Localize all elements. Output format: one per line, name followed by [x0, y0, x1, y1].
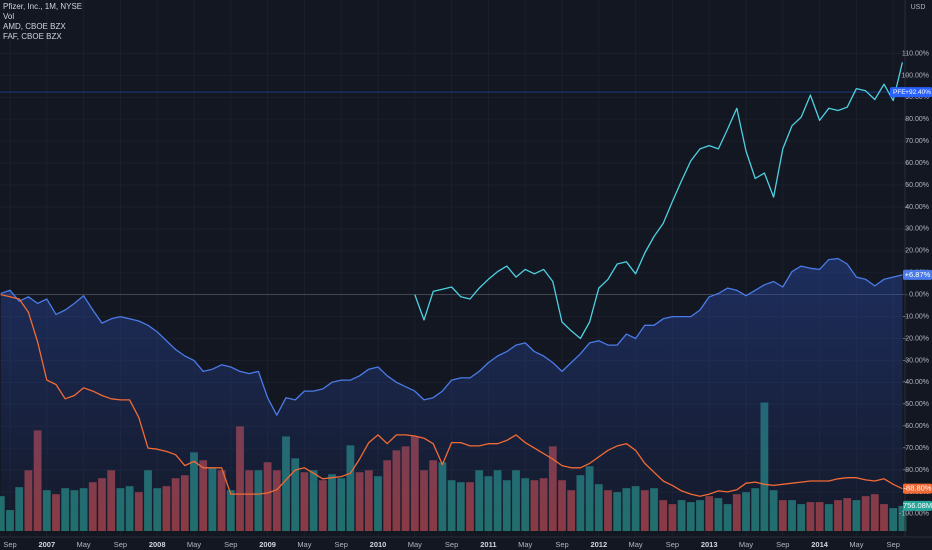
reference-tag-name: PFE [893, 89, 906, 96]
x-tick-label: 2009 [259, 540, 276, 549]
x-tick-label: Sep [114, 540, 127, 549]
x-tick-label: May [297, 540, 311, 549]
line [0, 257, 903, 416]
y-tick-label: -20.00% [903, 335, 929, 342]
y-tick-label: 50.00% [905, 182, 929, 189]
plot [0, 62, 905, 531]
y-tick-label: -40.00% [903, 379, 929, 386]
x-tick-label: May [629, 540, 643, 549]
y-tick-label: 40.00% [905, 204, 929, 211]
y-tick-label: 60.00% [905, 160, 929, 167]
x-tick-label: Sep [3, 540, 16, 549]
y-tick-label: 0.00% [909, 291, 929, 298]
y-tick-label: 80.00% [905, 116, 929, 123]
y-tick-label: 70.00% [905, 138, 929, 145]
reference-tag [890, 87, 932, 98]
price-tag [903, 483, 932, 494]
price-tag [903, 500, 932, 511]
x-tick-label: May [518, 540, 532, 549]
price-tag [903, 269, 932, 280]
y-tick-label: 110.00% [902, 50, 929, 57]
x-tick-label: Sep [776, 540, 789, 549]
reference-tag-label: +92.40% [905, 89, 931, 96]
x-tick-label: May [187, 540, 201, 549]
y-tick-label: 100.00% [901, 72, 929, 79]
legend-main: Pfizer, Inc., 1M, NYSE [3, 2, 82, 11]
x-tick-label: May [77, 540, 91, 549]
x-tick-label: Sep [887, 540, 900, 549]
y-tick-label: -30.00% [903, 357, 929, 364]
x-tick-label: 2007 [38, 540, 55, 549]
line [414, 62, 904, 340]
x-tick-label: Sep [666, 540, 679, 549]
y-tick-label: 20.00% [905, 248, 929, 255]
area [0, 258, 903, 531]
legend-compare: AMD, CBOE BZX [3, 22, 66, 31]
x-tick-label: May [408, 540, 422, 549]
y-tick-label: 30.00% [905, 226, 929, 233]
x-tick-label: 2010 [370, 540, 387, 549]
y-tick-label: -100.00% [899, 511, 929, 518]
line [0, 293, 903, 497]
currency-label: USD [911, 4, 926, 11]
y-tick-label: -50.00% [903, 401, 929, 408]
legend-compare: FAF, CBOE BZX [3, 32, 62, 41]
x-tick-label: 2014 [811, 540, 829, 549]
x-tick-label: Sep [445, 540, 458, 549]
y-tick-label: -10.00% [903, 313, 929, 320]
x-tick-label: Sep [224, 540, 237, 549]
y-tick-label: 90.00% [905, 94, 929, 101]
price-tag-label: 756.08M [903, 501, 932, 510]
y-tick-label: -80.00% [903, 467, 929, 474]
legend: Pfizer, Inc., 1M, NYSE Vol AMD, CBOE BZX… [3, 2, 82, 41]
legend-volume: Vol [3, 12, 14, 21]
y-tick-label: -70.00% [903, 445, 929, 452]
price-tag-label: +6.87% [905, 270, 931, 279]
y-tick-label: -60.00% [903, 423, 929, 430]
x-tick-label: Sep [555, 540, 568, 549]
price-tag-label: -88.80% [904, 484, 932, 493]
x-tick-label: 2012 [590, 540, 607, 549]
price-tags: +6.87% -88.80% 756.08M PFE +92.40% [890, 87, 932, 511]
x-tick-label: Sep [335, 540, 348, 549]
x-tick-label: 2011 [480, 540, 496, 549]
x-tick-label: 2008 [149, 540, 166, 549]
x-tick-label: 2013 [701, 540, 718, 549]
x-tick-label: May [739, 540, 753, 549]
x-tick-label: May [849, 540, 863, 549]
